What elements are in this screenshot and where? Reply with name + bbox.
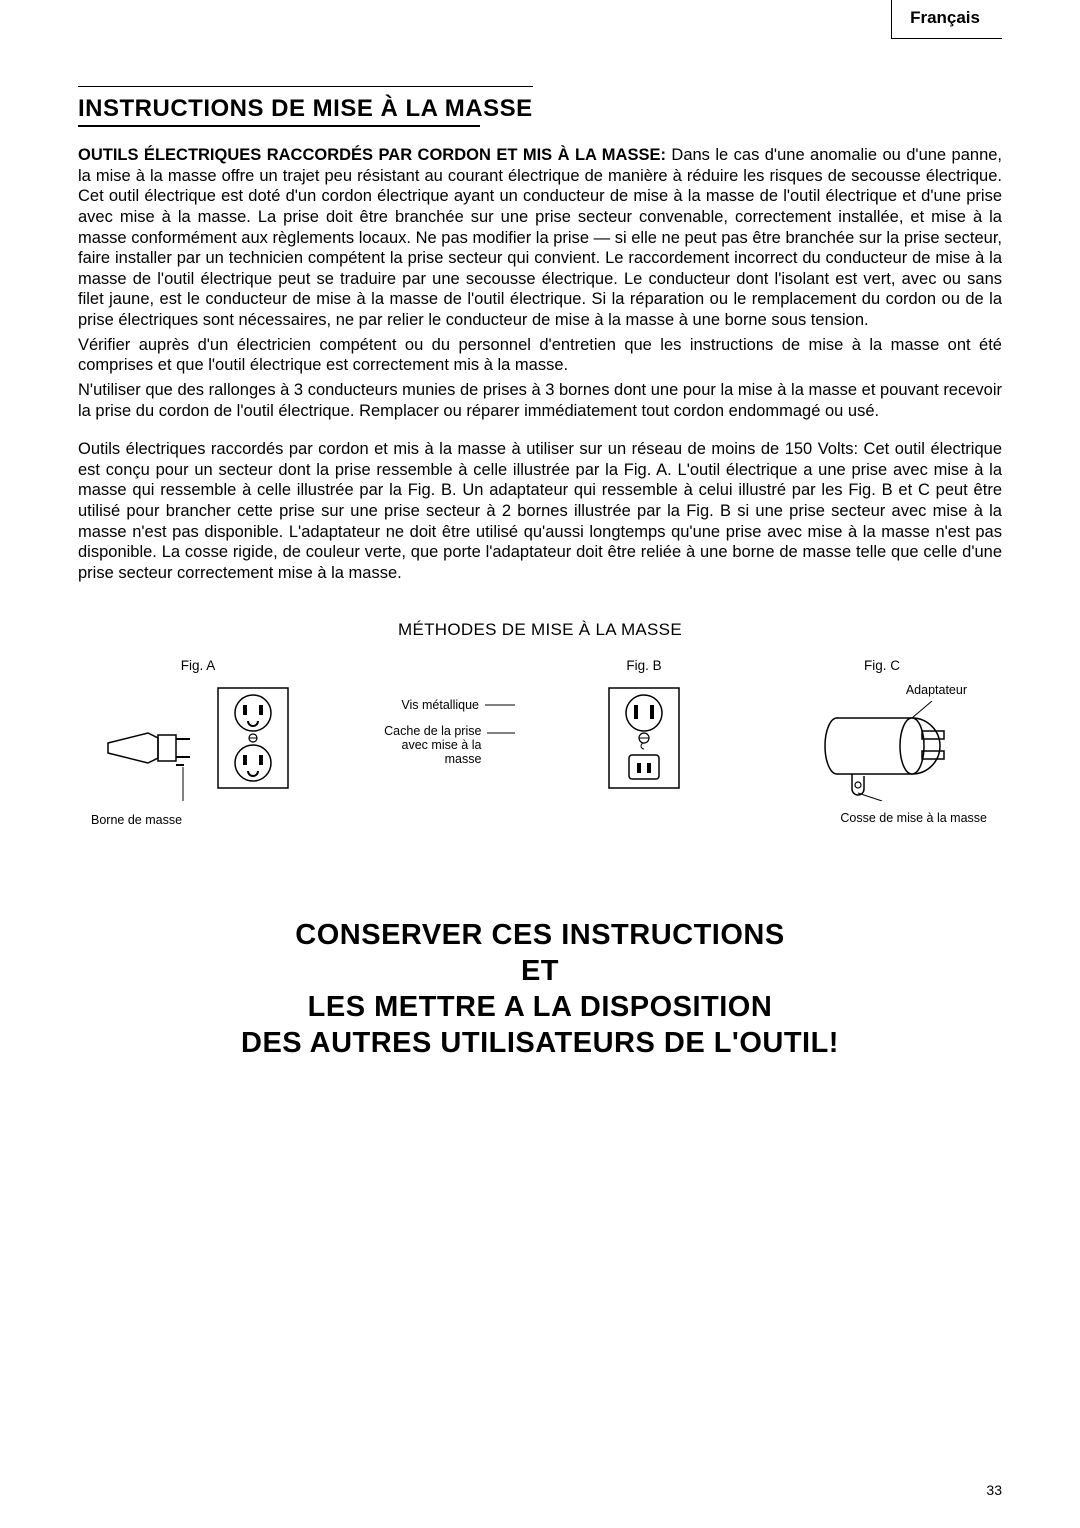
notice-line2: ET (78, 953, 1002, 989)
fig-a-caption: Borne de masse (91, 813, 182, 827)
fig-c-caption: Cosse de mise à la masse (840, 811, 987, 825)
fig-b-illustration (599, 683, 689, 803)
save-instructions-notice: CONSERVER CES INSTRUCTIONS ET LES METTRE… (78, 917, 1002, 1062)
paragraph-1: OUTILS ÉLECTRIQUES RACCORDÉS PAR CORDON … (78, 145, 1002, 331)
language-text: Français (910, 8, 980, 27)
page-number: 33 (986, 1482, 1002, 1498)
fig-c-top: Adaptateur (906, 683, 967, 697)
figures-row: Fig. A Borne de masse (78, 658, 1002, 827)
paragraph-2: Vérifier auprès d'un électricien compéte… (78, 335, 1002, 376)
notice-line4: DES AUTRES UTILISATEURS DE L'OUTIL! (78, 1025, 1002, 1061)
section-title-wrap: INSTRUCTIONS DE MISE À LA MASSE (78, 20, 1002, 127)
fig-a-label: Fig. A (181, 658, 216, 673)
fig-c-illustration (782, 701, 982, 801)
methods-title: MÉTHODES DE MISE À LA MASSE (78, 620, 1002, 640)
paragraph-4: Outils électriques raccordés par cordon … (78, 439, 1002, 583)
fig-b-mid2b: avec mise à la masse (371, 738, 481, 766)
fig-c-label: Fig. C (864, 658, 900, 673)
fig-b-mid-labels: Vis métallique Cache de la prise avec mi… (371, 658, 521, 766)
notice-line3: LES METTRE A LA DISPOSITION (78, 989, 1002, 1025)
notice-line1: CONSERVER CES INSTRUCTIONS (78, 917, 1002, 953)
fig-b-label: Fig. B (626, 658, 661, 673)
fig-b-mid1: Vis métallique (401, 698, 479, 712)
lead-bold: OUTILS ÉLECTRIQUES RACCORDÉS PAR CORDON … (78, 146, 666, 164)
language-indicator: Français (891, 0, 1002, 39)
fig-b-mid2a: Cache de la prise (371, 724, 481, 738)
figure-c: Fig. C Adaptateur Cosse de mise à la mas… (767, 658, 997, 825)
fig-a-illustration (98, 683, 298, 803)
section-title: INSTRUCTIONS DE MISE À LA MASSE (78, 86, 533, 123)
paragraph-3: N'utiliser que des rallonges à 3 conduct… (78, 380, 1002, 421)
para1-text: Dans le cas d'une anomalie ou d'une pann… (78, 146, 1002, 329)
figure-b: Fig. B (579, 658, 709, 803)
figure-a: Fig. A Borne de masse (83, 658, 313, 827)
title-underline (78, 125, 480, 127)
